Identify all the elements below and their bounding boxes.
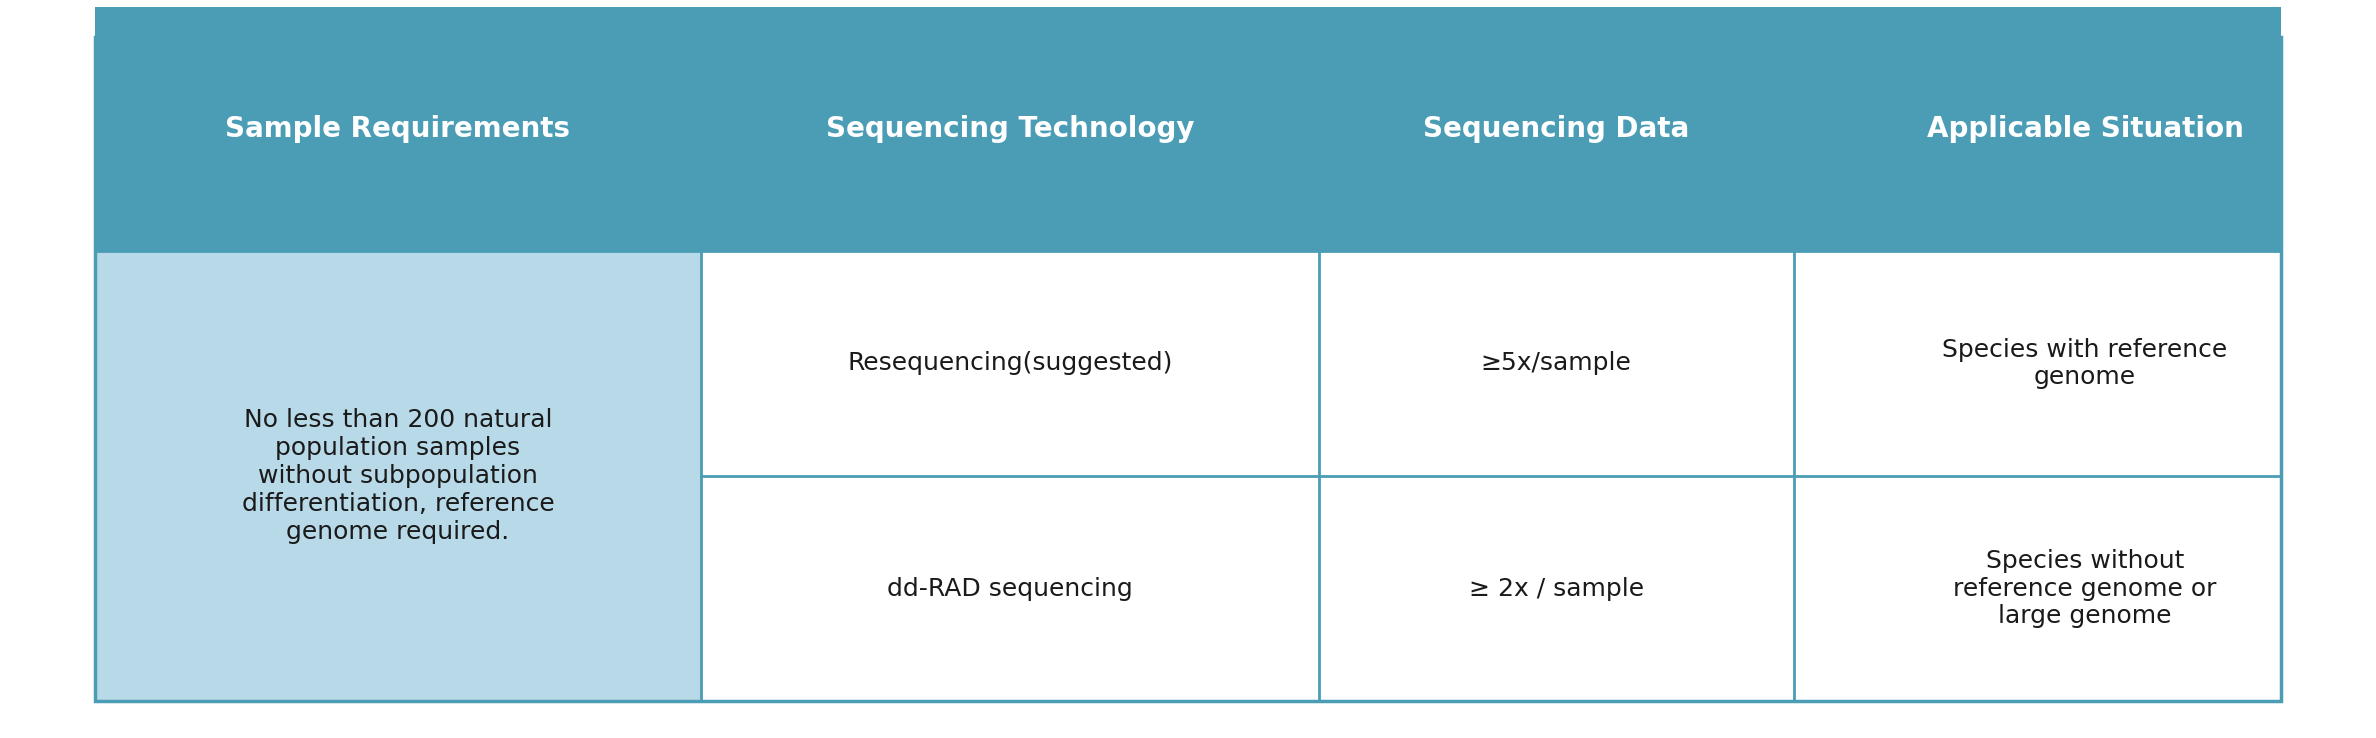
Text: Sequencing Technology: Sequencing Technology [824,115,1195,143]
Bar [95,251,701,701]
Text: dd-RAD sequencing: dd-RAD sequencing [886,576,1133,601]
Bar [95,7,2281,251]
Text: No less than 200 natural
population samples
without subpopulation
differentiatio: No less than 200 natural population samp… [242,408,554,544]
Text: Sample Requirements: Sample Requirements [226,115,570,143]
Text: Species without
reference genome or
large genome: Species without reference genome or larg… [1953,549,2217,628]
Text: Species with reference
genome: Species with reference genome [1941,337,2229,390]
Text: Sequencing Data: Sequencing Data [1423,115,1689,143]
Text: ≥5x/sample: ≥5x/sample [1480,351,1632,376]
Text: Applicable Situation: Applicable Situation [1927,115,2243,143]
Text: ≥ 2x / sample: ≥ 2x / sample [1468,576,1644,601]
Text: Resequencing(suggested): Resequencing(suggested) [848,351,1171,376]
